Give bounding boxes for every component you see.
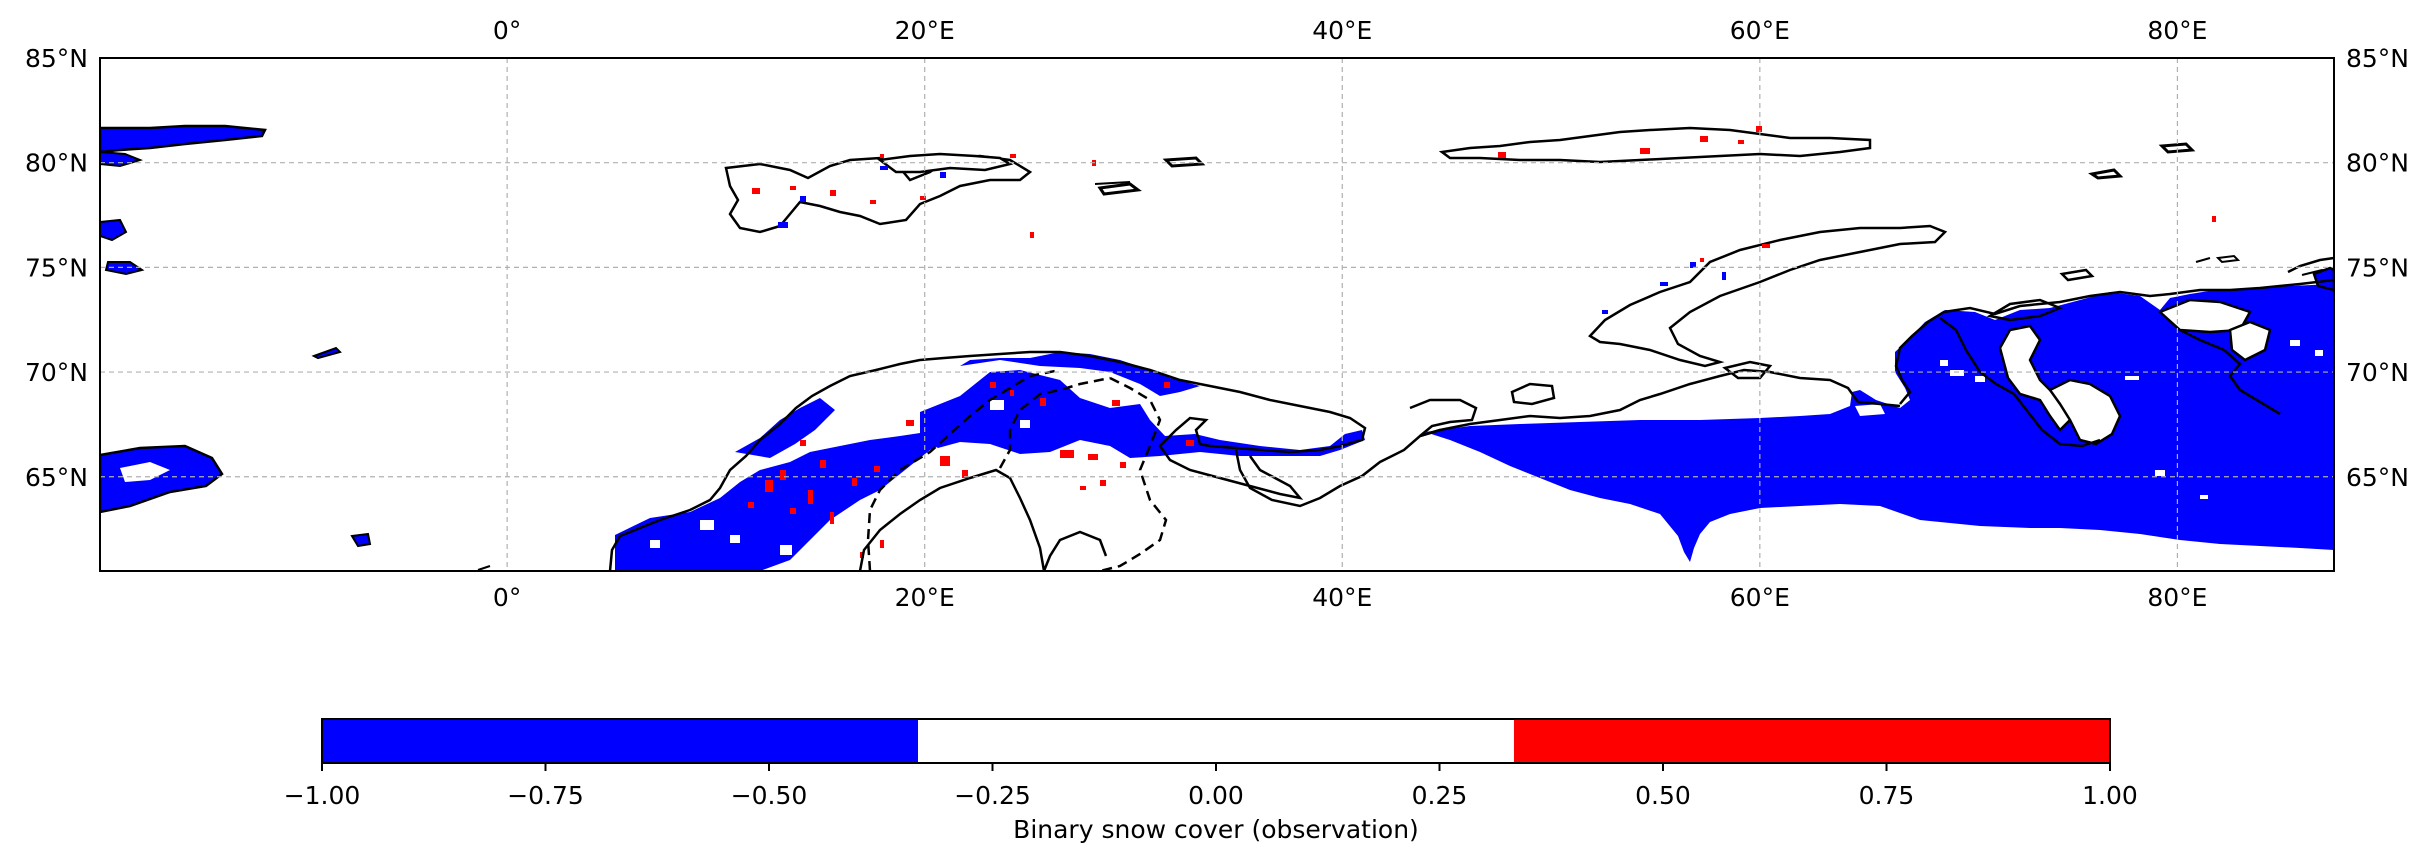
novaya-zemlya (1588, 224, 1948, 368)
kong-karls-land (1097, 182, 1142, 196)
red-patches-scandinavia (748, 382, 1194, 558)
lon-tick-label-top: 60°E (1730, 16, 1790, 45)
colorbar-tick-label: −0.50 (731, 781, 808, 810)
small-island-3 (2195, 257, 2211, 263)
gulf-of-bothnia-coast (858, 468, 1046, 571)
colorbar-segment (322, 719, 919, 763)
lon-tick-label-bottom: 0° (493, 583, 521, 612)
colorbar-tick-label: −0.75 (507, 781, 584, 810)
colorbar-label: Binary snow cover (observation) (1013, 815, 1419, 844)
colorbar-tick-label: −1.00 (284, 781, 361, 810)
colorbar-tick-label: 0.75 (1859, 781, 1915, 810)
lat-tick-label-left: 85°N (25, 44, 88, 73)
map-frame (99, 57, 2335, 572)
lat-tick-label-left: 65°N (25, 463, 88, 492)
white-speckles-russia (1940, 340, 2323, 499)
kara-coast-gap (2157, 298, 2252, 334)
white-speckles-scandinavia (650, 400, 1270, 555)
scandinavia-snow (615, 430, 960, 571)
longitude-labels-bottom: 0° 20°E 40°E 60°E 80°E (493, 583, 2208, 612)
colorbar-segment (1513, 719, 2110, 763)
small-island-1 (2215, 254, 2241, 264)
colorbar-segments (322, 719, 2110, 763)
franz-josef-red (1498, 126, 1762, 158)
taimyr-inner-coast (2179, 328, 2281, 416)
colorbar-tick-label: 1.00 (2082, 781, 2138, 810)
norway-sweden-border (866, 368, 1061, 571)
taimyr-gap (2228, 320, 2272, 362)
lon-tick-label-top: 40°E (1312, 16, 1372, 45)
lat-tick-label-right: 75°N (2346, 253, 2409, 282)
lat-tick-label-left: 75°N (25, 253, 88, 282)
gridlines (100, 58, 2334, 571)
bear-island (1094, 181, 1131, 185)
svalbard-blue (778, 166, 946, 228)
greenland-coast-2 (104, 261, 145, 276)
white-sea-coast (1234, 428, 1441, 508)
yamal-coast (1939, 317, 2101, 448)
lat-tick-label-left: 70°N (25, 358, 88, 387)
kara-island (2059, 268, 2095, 282)
yenisei-gulf-gap (2048, 378, 2122, 446)
latitude-labels-left: 65°N 70°N 75°N 80°N 85°N (25, 44, 88, 492)
colorbar-segment (918, 719, 1514, 763)
kanin-peninsula (1409, 398, 1478, 437)
map-panel (99, 57, 2335, 572)
baltic-coast (1042, 530, 1108, 571)
greenland-south-snow (100, 444, 224, 514)
lat-tick-label-right: 65°N (2346, 463, 2409, 492)
nordaustlandet (876, 152, 1014, 174)
colorbar-tick-label: 0.25 (1412, 781, 1468, 810)
kolguyev-island (1510, 382, 1556, 406)
greenland-north-snow (100, 124, 267, 154)
scandinavia-coastline (608, 350, 1367, 571)
lon-tick-label-top: 0° (493, 16, 521, 45)
faroe-island (350, 532, 372, 548)
snow-cover-layer (100, 124, 2334, 571)
kvitoya (1162, 156, 1206, 168)
scandinavia-west-snow (735, 398, 835, 458)
russia-coastline-east (1894, 278, 2334, 405)
longitude-labels-top: 0° 20°E 40°E 60°E 80°E (493, 16, 2208, 45)
small-island-2 (2212, 216, 2216, 222)
franz-josef-land (1438, 126, 1872, 164)
taimyr-islands (2312, 266, 2334, 292)
lat-tick-label-right: 70°N (2346, 358, 2409, 387)
pechora-gap (1855, 404, 1885, 416)
colorbar: −1.00 −0.75 −0.50 −0.25 0.00 0.25 0.50 0.75 1.00… (284, 718, 2138, 844)
shetland-island (477, 565, 491, 571)
colorbar-tick-label: −0.25 (954, 781, 1031, 810)
novaya-zemlya-red (1700, 244, 1770, 262)
kola-finland-snow (920, 370, 1365, 458)
taimyr-coast (2287, 256, 2334, 274)
lon-tick-label-bottom: 60°E (1730, 583, 1790, 612)
lat-tick-label-left: 80°N (25, 149, 88, 178)
lon-tick-label-top: 80°E (2147, 16, 2207, 45)
yamal-island (1986, 298, 2064, 322)
novaya-zemlya-blue (1602, 262, 1726, 314)
lat-tick-label-right: 80°N (2346, 149, 2409, 178)
svalbard (724, 154, 1033, 234)
colorbar-tick-label: 0.00 (1188, 781, 1244, 810)
lon-tick-label-bottom: 40°E (1312, 583, 1372, 612)
finland-russia-border (1099, 376, 1168, 571)
lon-tick-label-bottom: 20°E (895, 583, 955, 612)
greenland-coast-1 (100, 218, 128, 242)
severnaya-zemlya-2 (2158, 142, 2196, 154)
russia-snow (1425, 284, 2334, 562)
lat-tick-label-right: 85°N (2346, 44, 2409, 73)
lon-tick-label-top: 20°E (895, 16, 955, 45)
latitude-labels-right: 65°N 70°N 75°N 80°N 85°N (2346, 44, 2409, 492)
lon-tick-label-bottom: 80°E (2147, 583, 2207, 612)
colorbar-tick-label: 0.50 (1635, 781, 1691, 810)
greenland-south-speckle (120, 462, 170, 482)
northern-norway-snow (960, 352, 1200, 396)
russia-coastline (1419, 368, 1901, 438)
severnaya-zemlya-1 (2088, 168, 2124, 180)
jan-mayen-island (311, 346, 342, 360)
sweden-finland-border (998, 376, 1111, 469)
colorbar-ticks: −1.00 −0.75 −0.50 −0.25 0.00 0.25 0.50 0.75 1.00 (284, 763, 2138, 810)
